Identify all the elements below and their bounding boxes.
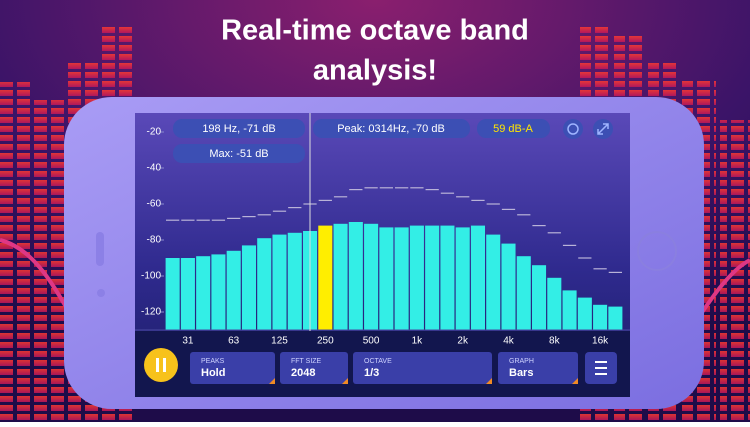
sensor <box>97 289 105 297</box>
side-button <box>96 232 104 266</box>
bar <box>562 290 577 330</box>
bar <box>440 225 455 330</box>
y-tick-label: -40 <box>147 163 162 174</box>
control-button[interactable] <box>353 352 492 384</box>
control-value: Hold <box>201 367 225 379</box>
bar <box>211 254 226 330</box>
x-tick-label: 250 <box>317 336 334 347</box>
bar <box>196 256 211 330</box>
bar <box>379 227 394 330</box>
readout-pill <box>173 119 305 138</box>
bar <box>409 225 424 330</box>
control-button[interactable] <box>498 352 578 384</box>
control-label: OCTAVE <box>364 358 392 365</box>
bar <box>348 222 363 330</box>
bar <box>318 225 333 330</box>
y-tick-label: -120 <box>141 307 161 318</box>
corner-marker <box>269 378 275 384</box>
readout-pill <box>477 119 550 138</box>
corner-marker <box>486 378 492 384</box>
bar <box>532 265 547 330</box>
title-line: Real-time octave band <box>221 15 529 47</box>
x-tick-label: 63 <box>228 336 240 347</box>
x-tick-label: 2k <box>457 336 469 347</box>
bar <box>180 258 195 330</box>
bar <box>165 258 180 330</box>
bar <box>486 234 501 330</box>
control-value: 1/3 <box>364 367 379 379</box>
readout-pill <box>173 144 305 163</box>
peak-readout: Peak: 0314Hz, -70 dB <box>337 123 445 135</box>
expand-icon <box>597 123 609 135</box>
max-readout: Max: -51 dB <box>209 148 268 160</box>
pause-icon <box>163 358 166 372</box>
bar <box>470 225 485 330</box>
home-button[interactable] <box>637 231 677 271</box>
bar <box>272 234 287 330</box>
control-value: Bars <box>509 367 533 379</box>
pause-button[interactable] <box>144 348 178 382</box>
x-tick-label: 4k <box>503 336 515 347</box>
target-button[interactable] <box>563 119 583 139</box>
bar <box>333 223 348 330</box>
control-label: GRAPH <box>509 358 534 365</box>
bar <box>226 250 241 330</box>
bar <box>547 277 562 330</box>
menu-icon <box>595 361 607 375</box>
control-label: PEAKS <box>201 358 225 365</box>
y-tick-label: -60 <box>147 199 162 210</box>
level-readout: 59 dB-A <box>493 123 533 135</box>
bar <box>364 223 379 330</box>
pause-icon <box>156 358 159 372</box>
corner-marker <box>342 378 348 384</box>
target-icon <box>567 123 579 135</box>
x-tick-label: 8k <box>549 336 561 347</box>
bar <box>455 227 470 330</box>
plot: -20 -40 -60 -80 -100 -120 31 63 125 250 500 1k 2k 4k 8… <box>135 127 630 347</box>
bar <box>501 243 516 330</box>
bar <box>394 227 409 330</box>
control-button[interactable] <box>190 352 275 384</box>
bar <box>608 306 623 330</box>
bar <box>241 245 256 330</box>
x-tick-label: 31 <box>182 336 194 347</box>
bar <box>257 238 272 330</box>
x-tick-label: 16k <box>592 336 609 347</box>
bar <box>577 297 592 330</box>
bar <box>516 256 531 330</box>
readout-pill <box>313 119 470 138</box>
controls: PEAKS Hold FFT SIZE 2048 OCTAVE 1/3 GRAPH Bars <box>190 352 578 384</box>
y-tick-label: -100 <box>141 271 161 282</box>
control-button[interactable] <box>280 352 348 384</box>
x-tick-label: 1k <box>412 336 424 347</box>
bar <box>287 232 302 330</box>
title-line: analysis! <box>313 55 437 87</box>
x-tick-label: 125 <box>271 336 288 347</box>
cursor-readout: 198 Hz, -71 dB <box>202 123 275 135</box>
y-tick-label: -20 <box>147 127 162 138</box>
y-tick-label: -80 <box>147 235 162 246</box>
bar <box>425 225 440 330</box>
x-tick-label: 500 <box>363 336 380 347</box>
bar <box>593 304 608 330</box>
corner-marker <box>572 378 578 384</box>
control-label: FFT SIZE <box>291 358 322 365</box>
control-value: 2048 <box>291 367 315 379</box>
